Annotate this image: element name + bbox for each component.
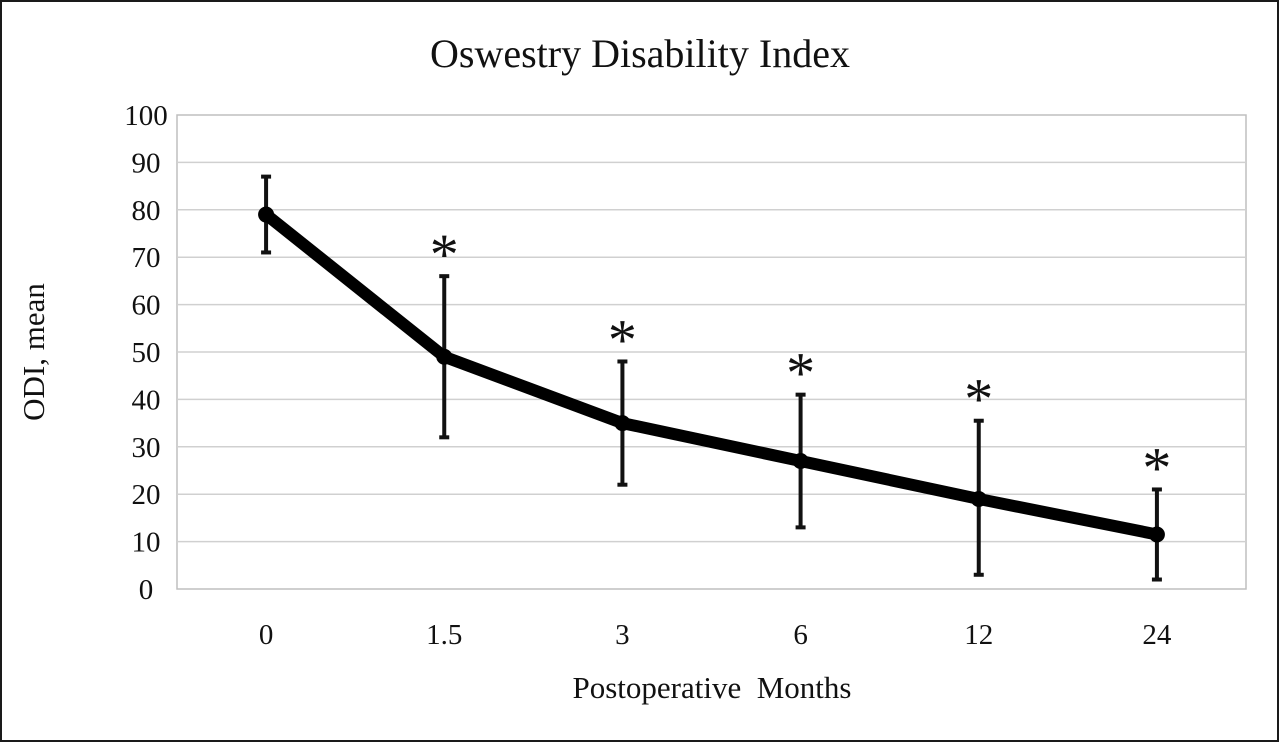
y-tick-label: 0 bbox=[139, 574, 154, 606]
y-tick-label: 10 bbox=[132, 527, 161, 559]
y-axis-label: ODI, mean bbox=[16, 283, 51, 421]
y-tick-label: 90 bbox=[132, 147, 161, 179]
significance-asterisk: * bbox=[1142, 435, 1171, 500]
y-tick-label: 30 bbox=[132, 432, 161, 464]
y-tick-label: 20 bbox=[132, 479, 161, 511]
x-axis-ticks: 0 1.5 3 6 12 24 bbox=[259, 619, 1172, 651]
y-axis-ticks: 0 10 20 30 40 50 60 70 80 90 100 bbox=[124, 100, 168, 606]
significance-asterisk: * bbox=[786, 341, 815, 406]
data-point bbox=[792, 453, 809, 470]
data-point bbox=[614, 415, 631, 432]
data-point bbox=[1148, 526, 1165, 543]
y-tick-label: 100 bbox=[124, 100, 168, 132]
significance-asterisk: * bbox=[608, 307, 637, 372]
x-tick-label: 24 bbox=[1142, 619, 1172, 651]
data-points bbox=[258, 206, 1165, 543]
significance-asterisk: * bbox=[964, 367, 993, 432]
y-tick-label: 70 bbox=[132, 242, 161, 274]
significance-marks: * * * * * bbox=[430, 222, 1172, 500]
y-tick-label: 80 bbox=[132, 195, 161, 227]
x-tick-label: 12 bbox=[964, 619, 993, 651]
y-tick-label: 50 bbox=[132, 337, 161, 369]
x-axis-label: Postoperative Months bbox=[573, 670, 852, 705]
y-tick-label: 60 bbox=[132, 290, 161, 322]
x-tick-label: 6 bbox=[793, 619, 808, 651]
chart-title: Oswestry Disability Index bbox=[430, 31, 850, 76]
data-point bbox=[258, 206, 275, 223]
y-tick-label: 40 bbox=[132, 384, 161, 416]
data-point bbox=[436, 348, 453, 365]
x-tick-label: 1.5 bbox=[426, 619, 462, 651]
data-point bbox=[970, 490, 987, 507]
x-tick-label: 3 bbox=[615, 619, 630, 651]
series-line bbox=[260, 208, 1163, 541]
x-tick-label: 0 bbox=[259, 619, 274, 651]
significance-asterisk: * bbox=[430, 222, 459, 287]
